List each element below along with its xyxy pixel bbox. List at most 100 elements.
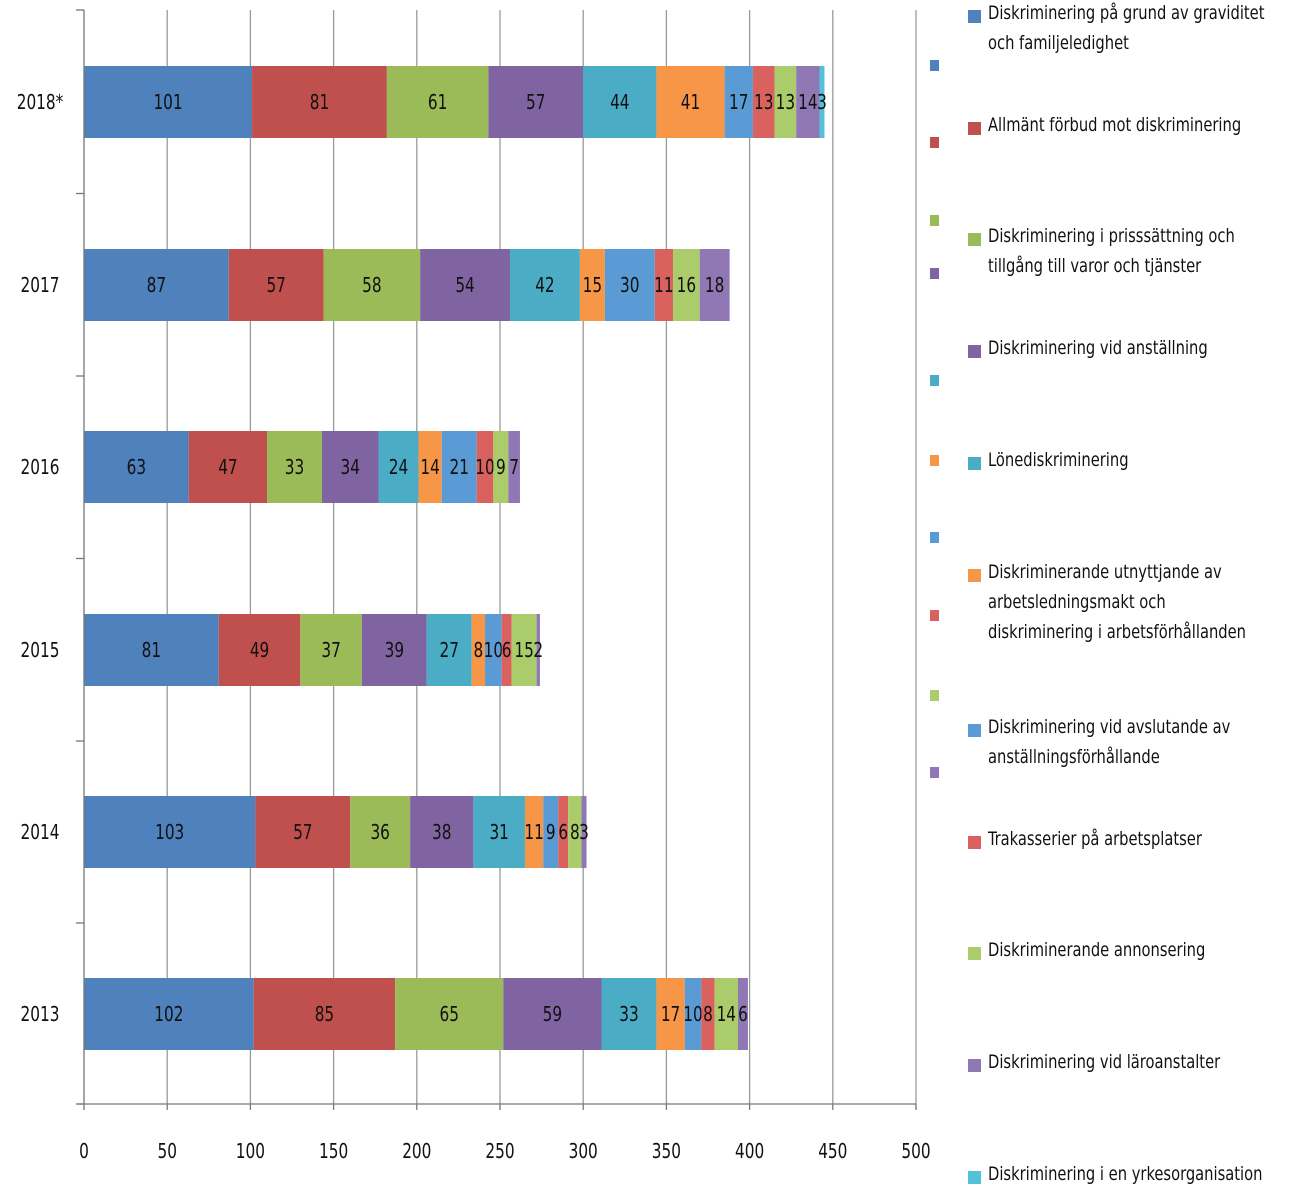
legend-marker: [930, 532, 939, 543]
x-tick-label: 350: [652, 1141, 681, 1164]
bar-segment: [378, 431, 419, 503]
bar-data-label: 36: [370, 822, 389, 845]
bar-data-label: 57: [293, 822, 312, 845]
bar-segment: [420, 249, 510, 321]
bar-data-label: 10: [484, 640, 503, 663]
bar-data-label: 39: [385, 640, 404, 663]
bar-data-label: 81: [142, 640, 161, 663]
bar-segment: [476, 431, 494, 503]
legend-label: Lönediskriminering: [988, 449, 1129, 471]
bar-data-label: 10: [475, 457, 494, 480]
bar-data-label: 3: [817, 92, 827, 115]
bar-data-label: 27: [440, 640, 459, 663]
x-tick-label: 0: [79, 1141, 89, 1164]
bar-data-label: 33: [285, 457, 304, 480]
legend-marker: [930, 137, 939, 148]
bar-segment: [601, 978, 657, 1050]
bar-data-label: 14: [420, 457, 439, 480]
bar-segment: [536, 614, 540, 686]
bar-data-label: 11: [654, 275, 673, 298]
bar-segment: [714, 978, 738, 1050]
bar-data-label: 57: [266, 275, 285, 298]
bar-data-label: 10: [683, 1004, 702, 1027]
bar-segment: [323, 249, 421, 321]
legend-marker: [930, 60, 939, 71]
bar-data-label: 13: [776, 92, 795, 115]
bar-segment: [321, 431, 379, 503]
gridlines: [166, 10, 917, 1104]
bar-data-label: 42: [535, 275, 554, 298]
bar-segment: [508, 431, 520, 503]
bar-data-label: 11: [524, 822, 543, 845]
bar-data-label: 21: [450, 457, 469, 480]
bar-segment: [684, 978, 702, 1050]
legend-swatch: [968, 947, 981, 960]
bar-segment: [493, 431, 509, 503]
bar-data-label: 33: [619, 1004, 638, 1027]
bar-segment: [583, 66, 657, 138]
bar-segment: [386, 66, 489, 138]
bar-segment: [524, 796, 544, 868]
bar-data-label: 2: [533, 640, 543, 663]
bar-data-label: 6: [502, 640, 512, 663]
bar-segment: [501, 614, 512, 686]
bar-data-label: 18: [705, 275, 724, 298]
bar-segment: [253, 978, 396, 1050]
bar-segment: [350, 796, 411, 868]
bar-segment: [654, 249, 674, 321]
legend-marker: [930, 455, 939, 466]
bar-segment: [488, 66, 584, 138]
bar-segment: [418, 431, 442, 503]
legend-swatch: [968, 10, 981, 23]
bar-segment: [543, 796, 559, 868]
x-tick-label: 400: [735, 1141, 764, 1164]
bar-segment: [473, 796, 525, 868]
bar-segment: [84, 431, 189, 503]
legend-label: Diskriminering i en yrkesorganisation: [988, 1163, 1263, 1185]
bar-data-label: 3: [579, 822, 589, 845]
bar-data-label: 85: [315, 1004, 334, 1027]
y-category-label: 2017: [21, 275, 60, 298]
legend-marker: [930, 610, 939, 621]
legend-swatch: [968, 122, 981, 135]
bar-segment: [426, 614, 472, 686]
bar-data-label: 9: [496, 457, 506, 480]
bar-segment: [604, 249, 655, 321]
y-category-label: 2016: [21, 457, 60, 480]
x-tick-label: 100: [236, 1141, 265, 1164]
x-tick-label: 450: [818, 1141, 847, 1164]
bar-data-label: 8: [703, 1004, 713, 1027]
legend-label: Trakasserier på arbetsplatser: [988, 828, 1202, 850]
legend-swatch: [968, 1171, 981, 1184]
bar-segment: [656, 978, 685, 1050]
bar-segments: 101 81 61 57 44 41 17 13 13 14 387 57 58 54 42 15 30 11 16…: [84, 66, 827, 1050]
bar-data-label: 14: [717, 1004, 736, 1027]
legend-marker: [930, 215, 939, 226]
bar-data-label: 103: [155, 822, 184, 845]
bar-data-label: 41: [681, 92, 700, 115]
bar-segment: [737, 978, 748, 1050]
bar-data-label: 13: [754, 92, 773, 115]
legend-label: Diskriminerande annonsering: [988, 939, 1206, 961]
x-tick-label: 150: [319, 1141, 348, 1164]
bar-data-label: 63: [127, 457, 146, 480]
y-category-label: 2015: [21, 640, 60, 663]
stacked-bar-chart: 101 81 61 57 44 41 17 13 13 14 387 57 58 54 42 15 30 11 16…: [17, 9, 931, 1164]
bar-data-label: 7: [509, 457, 519, 480]
bar-segment: [724, 66, 753, 138]
bar-data-label: 6: [738, 1004, 748, 1027]
bar-data-label: 17: [661, 1004, 680, 1027]
legend-marker: [930, 268, 939, 279]
bar-segment: [774, 66, 797, 138]
bar-segment: [568, 796, 582, 868]
bar-segment: [441, 431, 477, 503]
bar-data-label: 65: [440, 1004, 459, 1027]
bar-segment: [503, 978, 602, 1050]
bar-segment: [84, 66, 253, 138]
bar-segment: [471, 614, 486, 686]
x-tick-label: 50: [157, 1141, 176, 1164]
axes: 0 50 100 150 200 250 300 350 400 450 500 2018* 2017 2…: [17, 9, 931, 1164]
y-category-label: 2018*: [17, 92, 64, 115]
bar-data-label: 101: [153, 92, 182, 115]
bar-segment: [361, 614, 427, 686]
